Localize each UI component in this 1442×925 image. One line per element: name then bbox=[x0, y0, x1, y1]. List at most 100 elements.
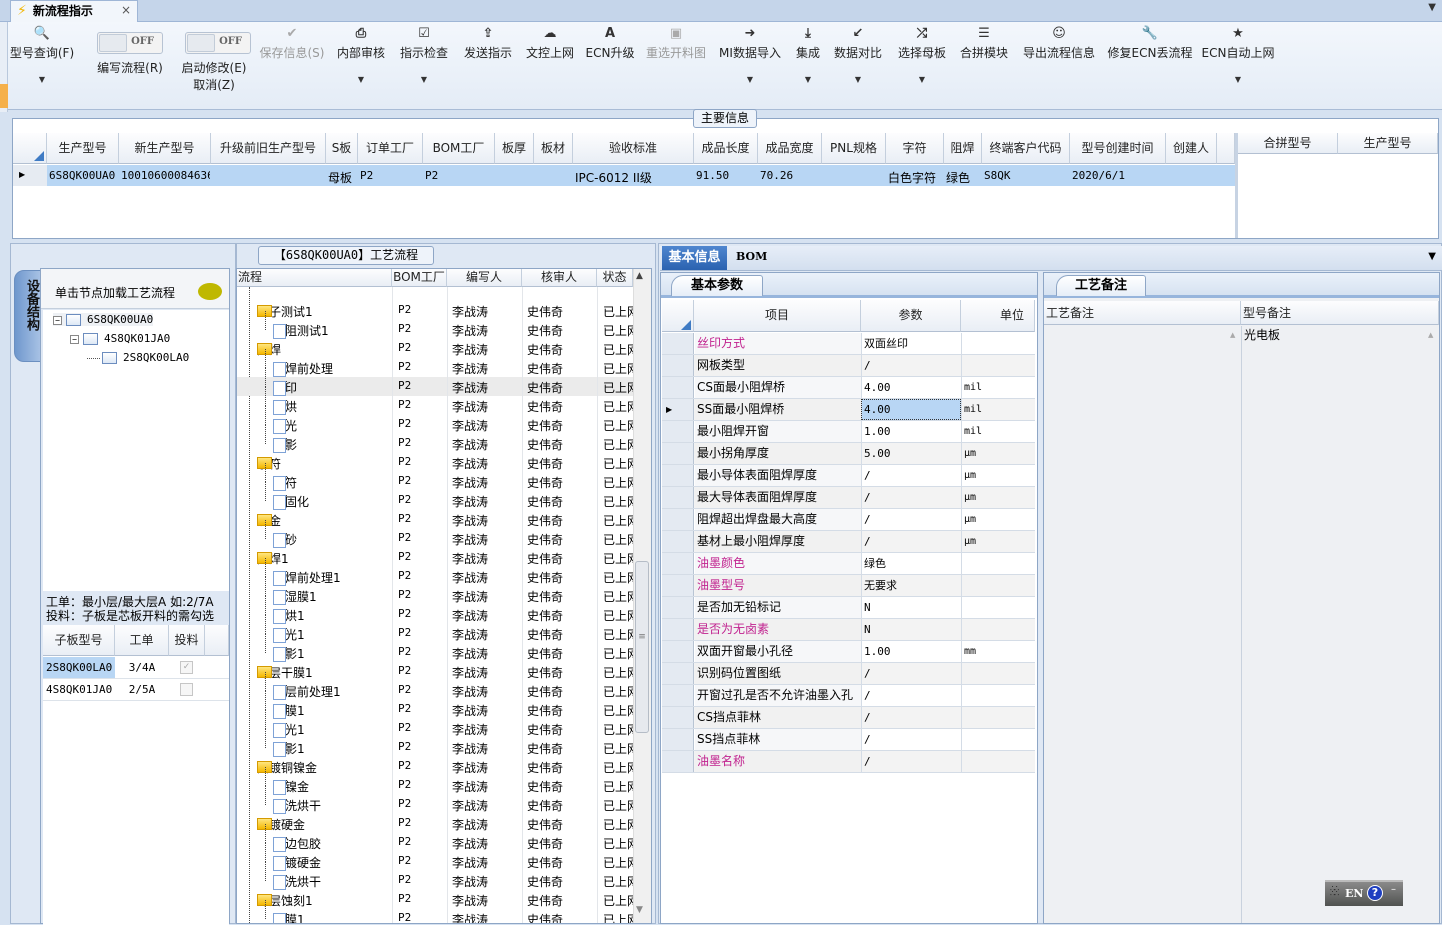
flow-row[interactable]: 曝光1 P2 李战涛 史伟奇 已上网 bbox=[237, 615, 633, 643]
param-value[interactable]: / bbox=[861, 355, 961, 376]
column-header[interactable]: 字符 bbox=[886, 133, 944, 164]
column-header[interactable]: 子板型号 bbox=[43, 625, 115, 656]
write-flow-toggle[interactable]: OFF bbox=[97, 32, 163, 54]
dropdown-arrow-icon[interactable]: ▼ bbox=[1234, 75, 1242, 84]
column-header[interactable]: 单位 bbox=[961, 300, 1035, 332]
dropdown-arrow-icon[interactable]: ▼ bbox=[357, 75, 365, 84]
column-header[interactable]: 板厚 bbox=[495, 133, 534, 164]
param-row[interactable]: 最小拐角厚度 5.00 µm bbox=[662, 443, 1035, 465]
toolbar-button-5[interactable]: ☁ 文控上网 bbox=[490, 26, 610, 61]
column-header[interactable]: 型号创建时间 bbox=[1070, 133, 1166, 164]
column-header[interactable]: 项目 bbox=[694, 300, 861, 332]
flow-row[interactable]: 板边包胶 P2 李战涛 史伟奇 已上网 bbox=[237, 824, 633, 852]
param-row[interactable]: 最小导体表面阻焊厚度 / µm bbox=[662, 465, 1035, 487]
toolbar-button-11[interactable]: ⤮ 选择母板 ▼ bbox=[862, 26, 982, 84]
toolbar-button-10[interactable]: ↙ 数据对比 ▼ bbox=[798, 26, 918, 84]
collapse-icon[interactable]: − bbox=[53, 315, 62, 325]
flow-row[interactable]: 显影 P2 李战涛 史伟奇 已上网 bbox=[237, 425, 633, 453]
column-header[interactable]: PNL规格 bbox=[822, 133, 886, 164]
flow-row[interactable]: −外层干膜1 P2 李战涛 史伟奇 已上网 bbox=[237, 662, 633, 681]
scroll-down-icon[interactable]: ▼ bbox=[636, 905, 643, 915]
param-row[interactable]: SS挡点菲林 / bbox=[662, 729, 1035, 751]
param-value[interactable]: 4.00 bbox=[861, 399, 961, 420]
toolbar-button-6[interactable]: A ECN升级 bbox=[550, 26, 670, 61]
help-icon[interactable]: ? bbox=[1367, 885, 1383, 901]
flow-row[interactable]: 低阻测试1 P2 李战涛 史伟奇 已上网 bbox=[237, 311, 633, 339]
toolbar-button-9[interactable]: ⤓ 集成 ▼ bbox=[748, 26, 868, 84]
column-header[interactable]: 流程 bbox=[237, 269, 392, 287]
column-header[interactable]: 验收标准 bbox=[573, 133, 694, 164]
column-header[interactable]: 参数 bbox=[861, 300, 961, 332]
ime-language[interactable]: EN bbox=[1345, 887, 1364, 900]
param-value[interactable]: N bbox=[861, 619, 961, 640]
table-row[interactable] bbox=[47, 165, 1235, 186]
param-row[interactable]: 丝印方式 双面丝印 bbox=[662, 333, 1035, 355]
scroll-up-icon[interactable]: ▲ bbox=[636, 271, 643, 281]
tree-node[interactable]: − 4S8QK01JA0 bbox=[70, 332, 170, 345]
param-value[interactable]: / bbox=[861, 663, 961, 684]
param-row[interactable]: 油墨名称 / bbox=[662, 751, 1035, 773]
param-value[interactable]: 4.00 bbox=[861, 377, 961, 398]
param-row[interactable]: 基材上最小阻焊厚度 / µm bbox=[662, 531, 1035, 553]
ime-minimize-icon[interactable]: – bbox=[1391, 884, 1396, 895]
param-row[interactable]: 最大导体表面阻焊厚度 / µm bbox=[662, 487, 1035, 509]
column-header[interactable]: 状态 bbox=[597, 269, 633, 287]
param-row[interactable]: 网板类型 / bbox=[662, 355, 1035, 377]
table-row[interactable]: 2S8QK00LA0 3/4A ✓ bbox=[43, 657, 229, 679]
flow-row[interactable]: −阻焊 P2 李战涛 史伟奇 已上网 bbox=[237, 339, 633, 358]
flow-row[interactable]: 丝印 P2 李战涛 史伟奇 已上网 bbox=[237, 368, 633, 396]
dropdown-arrow-icon[interactable]: ▼ bbox=[746, 75, 754, 84]
flow-row[interactable]: −字符 P2 李战涛 史伟奇 已上网 bbox=[237, 453, 633, 472]
scroll-up-icon[interactable]: ▲ bbox=[1230, 331, 1236, 339]
flow-row[interactable]: −电镀硬金 P2 李战涛 史伟奇 已上网 bbox=[237, 814, 633, 833]
column-header[interactable]: 成品长度 bbox=[694, 133, 758, 164]
splitter[interactable] bbox=[1235, 133, 1238, 238]
param-value[interactable]: / bbox=[861, 465, 961, 486]
scroll-up-icon[interactable]: ▲ bbox=[1428, 331, 1434, 339]
close-tab-icon[interactable]: × bbox=[120, 3, 131, 17]
merge-column-header[interactable]: 生产型号 bbox=[1338, 133, 1438, 154]
flow-row[interactable]: 外层前处理1 P2 李战涛 史伟奇 已上网 bbox=[237, 672, 633, 700]
column-header[interactable]: 核审人 bbox=[522, 269, 597, 287]
dropdown-arrow-icon[interactable]: ▼ bbox=[854, 75, 862, 84]
flow-row[interactable]: 喷砂 P2 李战涛 史伟奇 已上网 bbox=[237, 520, 633, 548]
toolbar-button-15[interactable]: ★ ECN自动上网 ▼ bbox=[1178, 26, 1298, 84]
param-value[interactable]: 无要求 bbox=[861, 575, 961, 596]
feed-checkbox[interactable] bbox=[180, 683, 193, 696]
toolbar-button-12[interactable]: ☰ 合拼模块 bbox=[924, 26, 1044, 61]
param-value[interactable]: / bbox=[861, 707, 961, 728]
column-header[interactable]: 板材 bbox=[534, 133, 573, 164]
flow-row[interactable]: −电子测试1 P2 李战涛 史伟奇 已上网 bbox=[237, 301, 633, 320]
flow-row[interactable]: 水洗烘干 P2 李战涛 史伟奇 已上网 bbox=[237, 862, 633, 890]
param-value[interactable]: 1.00 bbox=[861, 421, 961, 442]
flow-row[interactable]: 预烘1 P2 李战涛 史伟奇 已上网 bbox=[237, 596, 633, 624]
param-row[interactable]: 最小阻焊开窗 1.00 mil bbox=[662, 421, 1035, 443]
dropdown-arrow-icon[interactable]: ▼ bbox=[918, 75, 926, 84]
toolbar-button-8[interactable]: ➜ MI数据导入 ▼ bbox=[690, 26, 810, 84]
toolbar-button-7[interactable]: ▣ 重选开料图 bbox=[616, 26, 736, 61]
column-header[interactable]: 成品宽度 bbox=[758, 133, 822, 164]
flow-row[interactable]: 镀镍金 P2 李战涛 史伟奇 已上网 bbox=[237, 767, 633, 795]
process-remark-textarea[interactable] bbox=[1044, 326, 1240, 923]
tab-device-structure[interactable]: 设备结构 bbox=[14, 270, 42, 362]
flow-row[interactable]: −沉金 P2 李战涛 史伟奇 已上网 bbox=[237, 510, 633, 529]
toolbar-button-3[interactable]: ☑ 指示检查 ▼ bbox=[364, 26, 484, 84]
param-row[interactable]: 双面开窗最小孔径 1.00 mm bbox=[662, 641, 1035, 663]
toolbar-button-2[interactable]: ⎙ 内部审核 ▼ bbox=[301, 26, 421, 84]
tab-dropdown-icon[interactable]: ▼ bbox=[1428, 251, 1436, 262]
feed-checkbox[interactable]: ✓ bbox=[180, 661, 193, 674]
flow-row[interactable]: 贴膜1 P2 李战涛 史伟奇 已上网 bbox=[237, 691, 633, 719]
param-row[interactable]: 是否为无卤素 N bbox=[662, 619, 1035, 641]
toolbar-button-4[interactable]: ⇪ 发送指示 bbox=[428, 26, 548, 61]
subtab-basic-params[interactable]: 基本参数 bbox=[671, 275, 763, 296]
param-row[interactable]: 是否加无铅标记 N bbox=[662, 597, 1035, 619]
tab-basic-info[interactable]: 基本信息 bbox=[662, 246, 727, 270]
param-value[interactable]: 绿色 bbox=[861, 553, 961, 574]
tree-node[interactable]: − 6S8QK00UA0 bbox=[53, 313, 154, 326]
flow-row[interactable]: 水洗烘干 P2 李战涛 史伟奇 已上网 bbox=[237, 786, 633, 814]
column-header[interactable]: S板 bbox=[326, 133, 358, 164]
param-row[interactable]: 油墨型号 无要求 bbox=[662, 575, 1035, 597]
flow-row[interactable]: 阻焊前处理 P2 李战涛 史伟奇 已上网 bbox=[237, 349, 633, 377]
scrollbar-thumb[interactable]: ≡ bbox=[635, 561, 649, 733]
column-header[interactable]: BOM工厂 bbox=[392, 269, 447, 287]
